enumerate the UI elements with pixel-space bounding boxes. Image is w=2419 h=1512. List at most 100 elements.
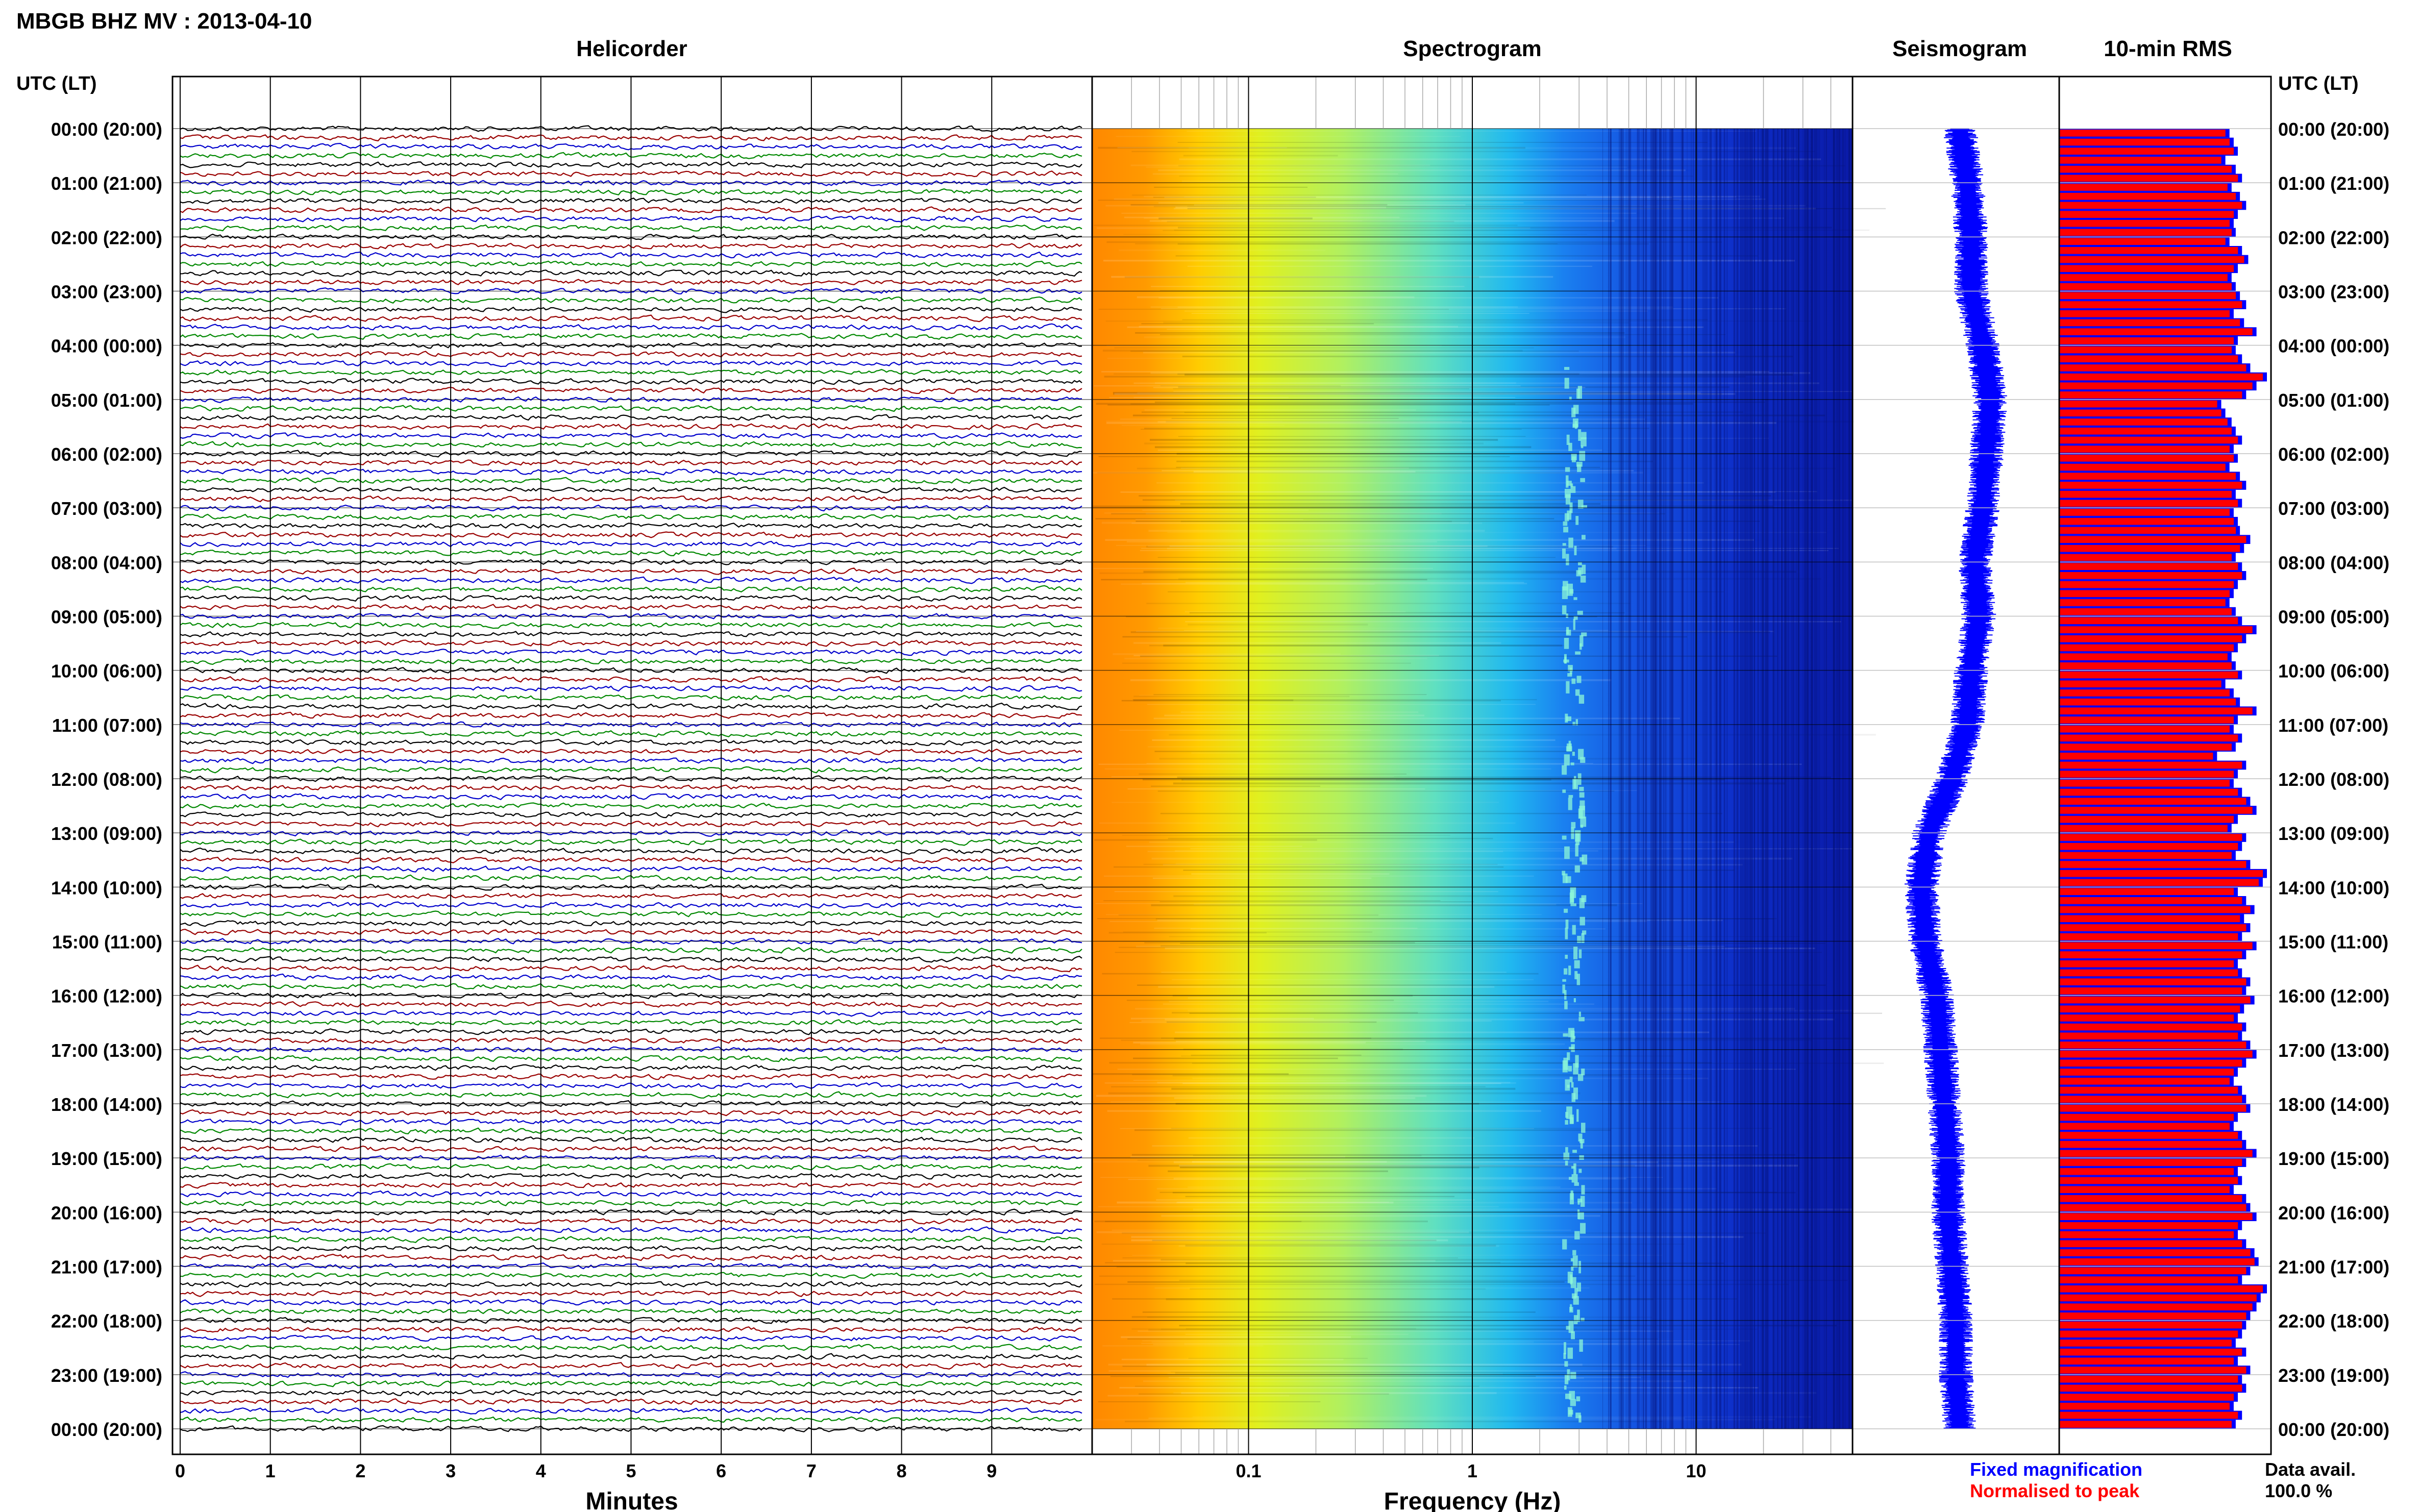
spectrogram-band <box>1110 1376 1536 1377</box>
time-label-right: 07:00 (03:00) <box>2278 498 2389 519</box>
spectrogram-band <box>1122 662 1411 664</box>
data-avail-label: Data avail. <box>2265 1459 2356 1480</box>
spectrogram-band <box>1101 522 1469 524</box>
spectrogram-tremor <box>1563 659 1569 663</box>
spectrogram-band <box>1141 411 1743 413</box>
spectrogram-band <box>1177 776 1831 778</box>
spectrogram-band <box>1111 513 1665 514</box>
rms-bar-normalised <box>2059 337 2234 344</box>
rms-bar-normalised <box>2059 238 2226 245</box>
spectrogram-tremor <box>1571 1331 1575 1340</box>
spectrogram-tremor <box>1565 1160 1568 1166</box>
spectrogram-band <box>1171 1128 1772 1129</box>
spectrogram-band <box>1108 1370 1702 1372</box>
rms-bar-normalised <box>2059 1357 2234 1365</box>
spectrogram-tremor <box>1573 618 1575 630</box>
spectrogram-band <box>1173 208 1816 210</box>
rms-bar-normalised <box>2059 1348 2242 1356</box>
rms-bar-normalised <box>2059 364 2247 371</box>
spectrogram-band <box>1178 436 1526 437</box>
rms-bars <box>2059 129 2267 1429</box>
spectrogram-band <box>1130 204 1388 206</box>
spectrogram-band <box>1093 505 1773 507</box>
spectrogram-tremor <box>1577 500 1584 509</box>
spectrogram-tremor <box>1571 1082 1574 1088</box>
rms-bar-normalised <box>2059 590 2230 598</box>
spectrogram-tremor <box>1568 795 1573 798</box>
spectrogram-tremor <box>1574 960 1580 969</box>
spectrogram-band <box>1171 1087 1516 1090</box>
time-label-left: 09:00 (05:00) <box>51 607 162 628</box>
spectrogram-band <box>1112 1229 1571 1231</box>
spectrogram-tremor <box>1579 1139 1585 1144</box>
spectrogram-band <box>1143 863 1498 865</box>
rms-bar-normalised <box>2059 427 2232 435</box>
rms-bar-normalised <box>2059 852 2232 859</box>
spectrogram-band <box>1107 1395 1290 1397</box>
spectrogram-band <box>1190 1377 1584 1379</box>
spectrogram-band <box>1186 1328 1416 1330</box>
rms-bar-normalised <box>2059 482 2242 489</box>
spectrogram-band <box>1098 309 1449 310</box>
spectrogram-tremor <box>1576 461 1583 467</box>
seismogram-trace <box>1905 128 2007 1429</box>
spectrogram-tick-label: 0.1 <box>1236 1460 1261 1481</box>
helicorder-tick-label: 8 <box>897 1460 907 1481</box>
spectrogram-band <box>1166 1298 1653 1301</box>
spectrogram-band <box>1179 158 1821 160</box>
spectrogram-band <box>1158 628 1572 629</box>
spectrogram-tremor <box>1565 1111 1568 1118</box>
rms-bar-normalised <box>2059 834 2242 841</box>
spectrogram-tremor <box>1571 1166 1575 1169</box>
spectrogram-tremor <box>1579 1339 1583 1352</box>
spectrogram-tremor <box>1569 1047 1574 1050</box>
spectrogram-band <box>1139 773 1407 775</box>
spectrogram-tremor <box>1565 1147 1568 1153</box>
spectrogram-band <box>1171 418 1399 419</box>
time-label-right: 22:00 (18:00) <box>2278 1311 2389 1332</box>
spectrogram-band <box>1151 1341 1534 1343</box>
spectrogram-tremor <box>1576 1396 1581 1402</box>
spectrogram-band <box>1173 388 1469 389</box>
spectrogram-band <box>1161 308 1786 310</box>
spectrogram-band <box>1179 176 1693 177</box>
spectrogram-band <box>1133 396 1289 399</box>
spectrogram-tremor <box>1569 1117 1574 1124</box>
spectrogram-tremor <box>1572 1293 1576 1299</box>
rms-bar-normalised <box>2059 861 2247 868</box>
spectrogram-band <box>1156 1187 1717 1190</box>
spectrogram-tremor <box>1577 1282 1581 1292</box>
spectrogram-band <box>1185 1196 1454 1197</box>
spectrogram-band <box>1192 1062 1884 1064</box>
spectrogram-tremor <box>1582 564 1586 575</box>
spectrogram-tremor <box>1562 1239 1567 1250</box>
spectrogram-band <box>1188 1009 1852 1012</box>
spectrogram-tremor <box>1573 1296 1579 1305</box>
spectrogram-tremor <box>1572 722 1575 726</box>
time-label-right: 05:00 (01:00) <box>2278 390 2389 411</box>
spectrogram-tremor <box>1564 1385 1567 1390</box>
rms-bar-normalised <box>2059 418 2228 426</box>
rms-bar-normalised <box>2059 1340 2232 1347</box>
spectrogram-band <box>1144 942 1415 944</box>
rms-bar-normalised <box>2059 662 2232 670</box>
time-label-left: 17:00 (13:00) <box>51 1040 162 1061</box>
spectrogram-tremor <box>1572 1250 1576 1255</box>
spectrogram-band <box>1162 470 1634 472</box>
spectrogram-band <box>1122 1257 1458 1258</box>
spectrogram-band <box>1107 404 1550 406</box>
spectrogram-band <box>1131 1239 1448 1242</box>
spectrogram-band <box>1104 376 1746 378</box>
rms-bar-normalised <box>2059 698 2236 706</box>
spectrogram-band <box>1174 229 1870 231</box>
spectrogram-band <box>1157 1081 1511 1084</box>
spectrogram-band <box>1121 212 1637 214</box>
spectrogram-band <box>1188 624 1368 626</box>
spectrogram-band <box>1136 946 1725 948</box>
spectrogram-tremor <box>1578 429 1582 441</box>
spectrogram-tremor <box>1573 405 1579 414</box>
spectrogram-band <box>1181 1055 1674 1057</box>
time-label-right: 12:00 (08:00) <box>2278 769 2389 790</box>
spectrogram-band <box>1141 1343 1694 1344</box>
spectrogram-tremor <box>1578 749 1584 760</box>
